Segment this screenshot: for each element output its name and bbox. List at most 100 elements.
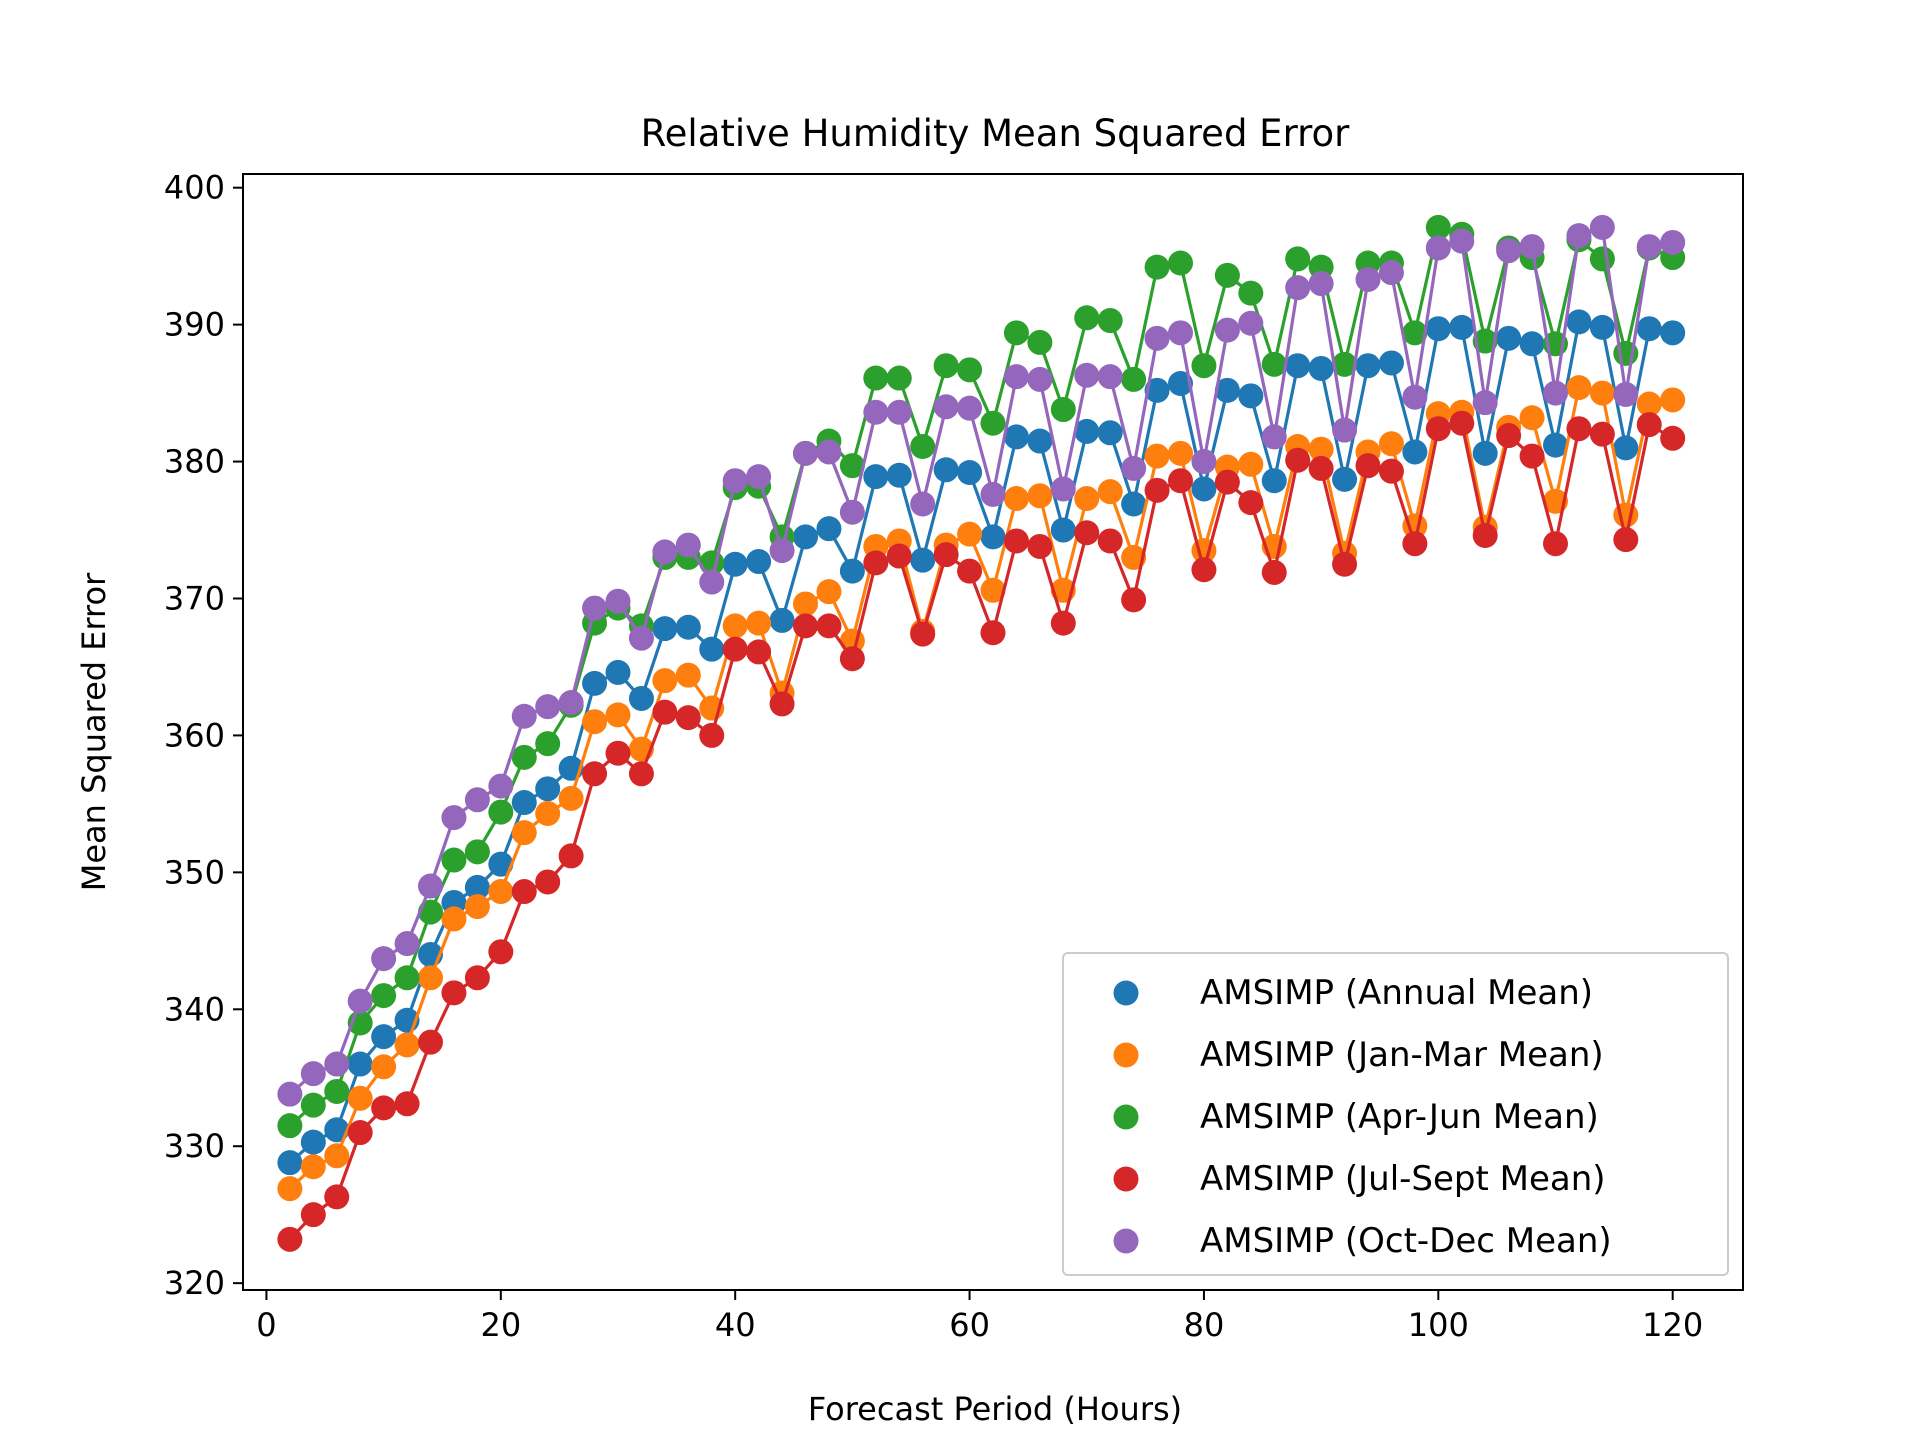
data-point (1308, 355, 1334, 381)
data-point (980, 481, 1006, 507)
data-point (1214, 469, 1240, 495)
data-point (1378, 260, 1404, 286)
data-point (1027, 533, 1053, 559)
data-point (371, 1054, 397, 1080)
data-point (1168, 250, 1193, 276)
data-point (957, 558, 983, 584)
data-point (793, 524, 818, 550)
data-point (1449, 410, 1475, 436)
data-point (605, 740, 631, 766)
data-point (1472, 523, 1498, 549)
data-point (1589, 314, 1615, 340)
data-point (464, 965, 490, 991)
data-point (277, 1226, 303, 1252)
data-point (1355, 266, 1381, 292)
data-point (675, 705, 701, 731)
data-point (886, 462, 912, 488)
data-point (1050, 517, 1076, 543)
data-point (1003, 364, 1029, 390)
data-point (1121, 455, 1147, 481)
data-point (1074, 305, 1100, 331)
data-point (1519, 234, 1545, 260)
data-point (1660, 425, 1686, 451)
data-point (1425, 214, 1451, 240)
data-point (535, 694, 561, 720)
data-point (464, 894, 490, 920)
series-1 (277, 309, 1686, 1176)
data-point (277, 1081, 303, 1107)
data-point (1261, 424, 1287, 450)
y-tick-label: 390 (164, 306, 225, 344)
data-point (1589, 421, 1615, 447)
data-point (1636, 316, 1662, 342)
data-point (816, 439, 842, 465)
data-point (722, 613, 748, 639)
data-point (722, 468, 748, 494)
data-point (1589, 380, 1615, 406)
x-tick-label: 100 (1408, 1306, 1469, 1344)
data-point (347, 988, 373, 1014)
x-axis-label: Forecast Period (Hours) (808, 1390, 1182, 1428)
data-point (1238, 451, 1264, 477)
data-point (1144, 477, 1170, 503)
data-point (418, 1029, 443, 1055)
data-point (394, 931, 420, 957)
data-point (1472, 328, 1498, 354)
data-point (910, 433, 936, 459)
data-point (769, 607, 795, 633)
data-point (1308, 455, 1334, 481)
data-point (1121, 491, 1147, 517)
data-point (1097, 308, 1123, 334)
data-point (1472, 440, 1498, 466)
legend-label: AMSIMP (Annual Mean) (1200, 973, 1593, 1013)
data-point (324, 1051, 350, 1077)
data-point (1074, 362, 1100, 388)
plot-frame (242, 173, 1744, 1291)
data-point (347, 1120, 373, 1146)
legend-box (1062, 952, 1729, 1276)
data-point (464, 874, 490, 900)
y-axis-ticks: 320 330 340 350 360 370 380 390 400 (164, 169, 243, 1302)
y-tick-label: 370 (164, 579, 225, 617)
data-point (535, 731, 561, 757)
data-point (1543, 432, 1568, 458)
data-point (1261, 559, 1287, 585)
data-point (933, 457, 959, 483)
data-point (1402, 320, 1428, 346)
data-point (371, 983, 397, 1009)
legend-marker (1113, 1166, 1139, 1192)
data-point (582, 761, 608, 787)
data-point (300, 1202, 326, 1228)
data-point (1589, 246, 1615, 272)
data-point (1027, 428, 1053, 454)
data-point (1027, 483, 1053, 509)
data-point (511, 744, 537, 770)
data-point (1027, 366, 1053, 392)
data-point (886, 543, 912, 569)
data-point (1050, 610, 1076, 636)
legend-label: AMSIMP (Jul-Sept Mean) (1200, 1159, 1606, 1199)
data-point (746, 639, 772, 665)
data-point (933, 353, 959, 379)
data-point (1121, 366, 1147, 392)
data-point (886, 399, 912, 425)
data-point (839, 558, 865, 584)
data-point (1589, 214, 1615, 240)
data-point (1543, 380, 1568, 406)
data-point (1003, 528, 1029, 554)
chart-title: Relative Humidity Mean Squared Error (641, 112, 1351, 155)
data-point (628, 685, 654, 711)
data-point (535, 776, 561, 802)
data-point (933, 394, 959, 420)
legend-label: AMSIMP (Jan-Mar Mean) (1200, 1035, 1604, 1075)
data-point (1566, 416, 1592, 442)
data-point (675, 532, 701, 558)
data-point (933, 542, 959, 568)
data-point (1191, 476, 1217, 502)
data-point (1285, 246, 1311, 272)
data-point (886, 365, 912, 391)
legend-marker (1113, 1228, 1139, 1254)
data-point (1050, 476, 1076, 502)
data-point (1566, 375, 1592, 401)
data-point (1238, 490, 1264, 516)
